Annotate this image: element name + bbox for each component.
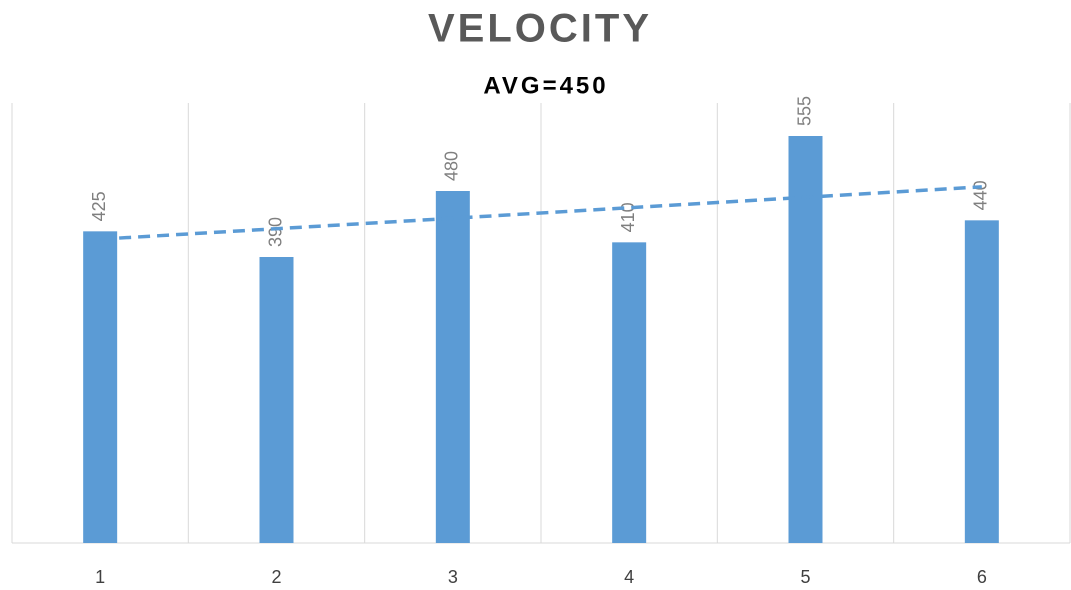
x-tick-label: 6 <box>977 567 987 587</box>
data-label: 390 <box>265 217 285 247</box>
data-label: 555 <box>794 96 814 126</box>
bar <box>435 191 470 543</box>
x-tick-label: 2 <box>271 567 281 587</box>
data-label: 440 <box>971 180 991 210</box>
bar <box>964 220 999 544</box>
x-tick-label: 4 <box>624 567 634 587</box>
bar <box>612 242 647 544</box>
bar <box>83 231 118 544</box>
x-tick-label: 5 <box>800 567 810 587</box>
chart-title: VELOCITY <box>428 7 652 51</box>
x-tick-label: 3 <box>448 567 458 587</box>
bar <box>259 257 294 543</box>
x-tick-label: 1 <box>95 567 105 587</box>
chart-subtitle: AVG=450 <box>483 72 608 99</box>
data-label: 425 <box>89 191 109 221</box>
bar <box>788 136 823 543</box>
trendline <box>100 185 982 241</box>
data-label: 480 <box>442 151 462 181</box>
